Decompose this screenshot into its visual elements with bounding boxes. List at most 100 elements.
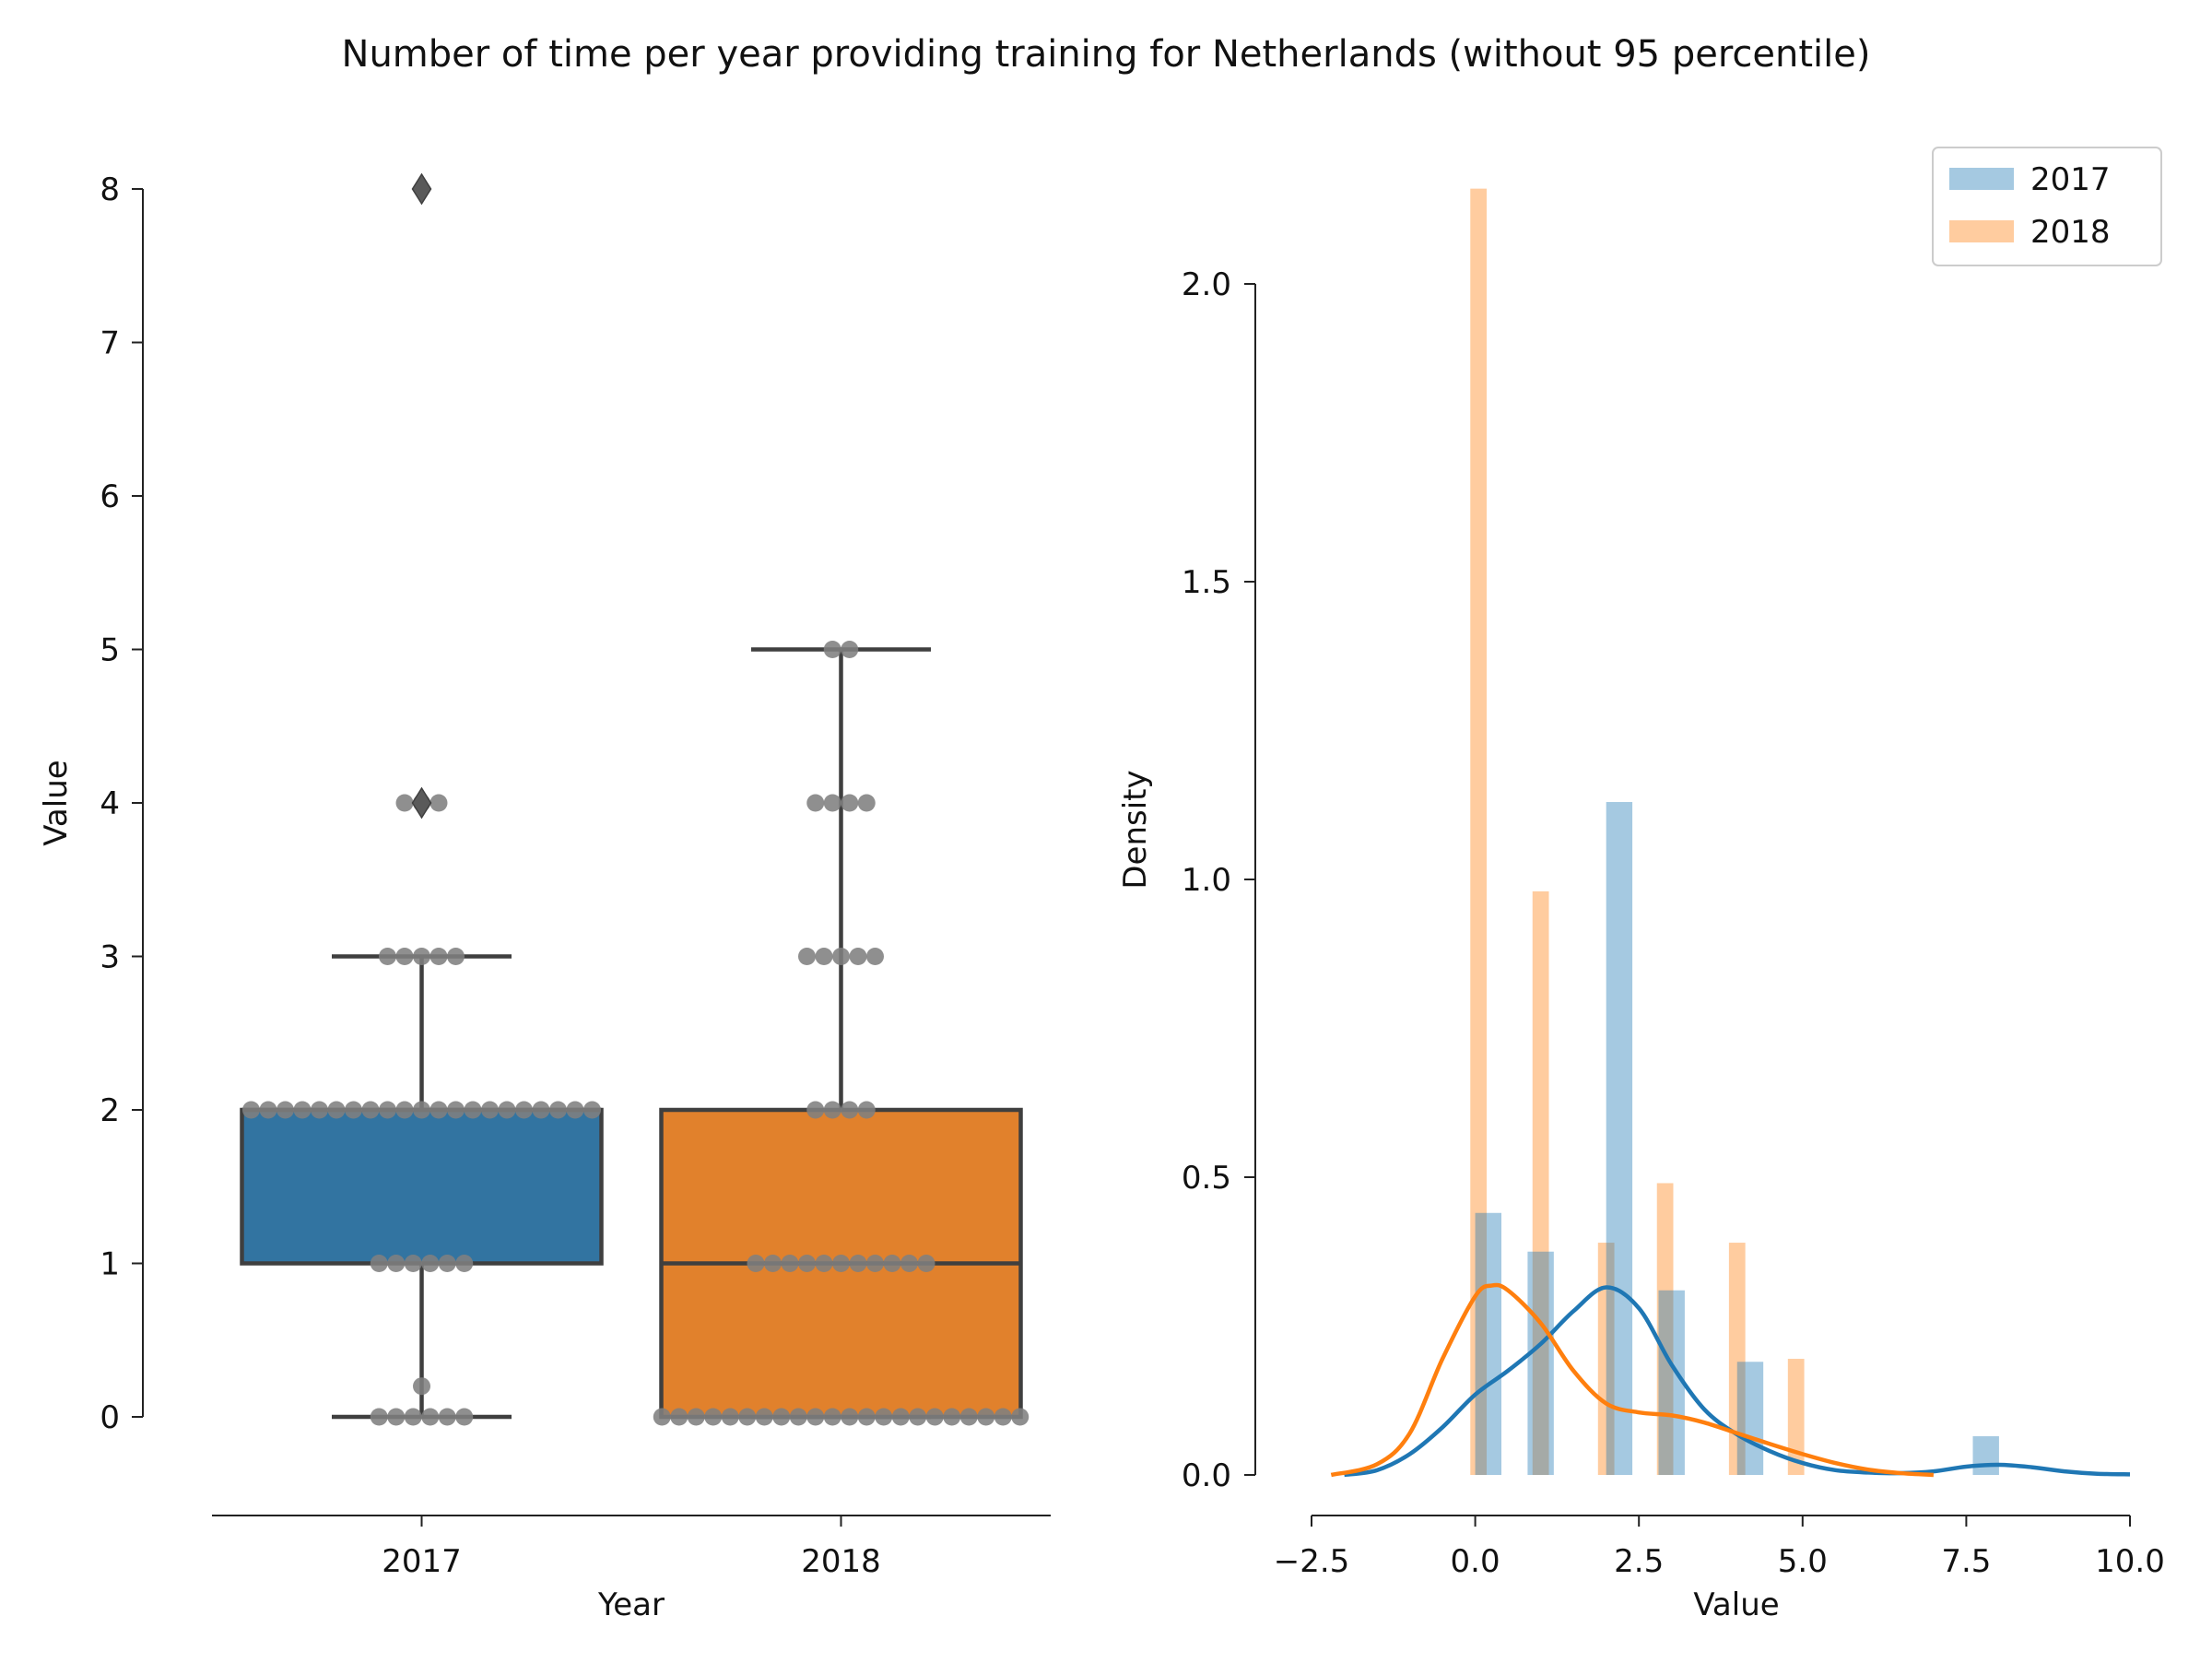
swarm-point-2017: [293, 1101, 312, 1119]
histogram-bar-2017: [1475, 1212, 1502, 1475]
boxplot-y-tick-label: 7: [100, 325, 120, 362]
histogram-y-tick-label: 0.0: [1182, 1457, 1231, 1494]
swarm-point-2018: [653, 1408, 671, 1426]
histogram-panel: 0.0 0.5 1.0 1.5 2.0 −2.5 0.0 2.5 5.0 7.5 10.0 Den…: [1117, 147, 2165, 1623]
swarm-point-2018: [841, 1101, 859, 1119]
box-2017: [240, 954, 604, 1420]
swarm-point-2018: [815, 1255, 833, 1272]
legend-swatch-2017: [1949, 168, 2014, 190]
swarm-point-2017: [447, 1101, 465, 1119]
boxplot-y-tick-label: 4: [100, 785, 120, 822]
boxplot-panel: 0 1 2 3 4 5 6 7 8 2017 2018 Value Year: [38, 171, 1051, 1623]
histogram-x-axis-title: Value: [1693, 1586, 1779, 1623]
swarm-point-2017: [455, 1255, 474, 1272]
swarm-point-2018: [841, 1408, 859, 1426]
legend-label-2018: 2018: [2030, 214, 2111, 251]
swarm-point-2017: [429, 794, 448, 812]
swarm-point-2018: [823, 641, 841, 658]
boxplot-x-tick-label: 2017: [382, 1543, 462, 1580]
swarm-point-2017: [515, 1101, 533, 1119]
swarm-point-2017: [464, 1101, 482, 1119]
swarm-point-2018: [875, 1408, 893, 1426]
swarm-point-2018: [849, 1255, 867, 1272]
swarm-point-2017: [259, 1101, 277, 1119]
swarm-point-2018: [806, 1408, 825, 1426]
swarm-point-2018: [806, 1101, 825, 1119]
swarm-point-2017: [413, 948, 430, 965]
swarm-point-2018: [866, 948, 884, 965]
swarm-point-2018: [925, 1408, 944, 1426]
swarm-point-2018: [755, 1408, 773, 1426]
boxplot-outliers: [411, 172, 432, 820]
histogram-x-tick-label: 10.0: [2095, 1543, 2165, 1580]
swarm-point-2018: [917, 1255, 935, 1272]
swarm-point-2018: [670, 1408, 688, 1426]
histogram-bar-2018: [1597, 1243, 1615, 1475]
boxplot-y-ticks: 0 1 2 3 4 5 6 7 8: [100, 171, 143, 1436]
legend: 2017 2018: [1932, 147, 2162, 266]
swarm-point-2018: [977, 1408, 995, 1426]
swarm-point-2018: [857, 1408, 876, 1426]
swarm-point-2017: [395, 794, 414, 812]
legend-swatch-2018: [1949, 220, 2014, 242]
swarm-point-2017: [421, 1408, 440, 1426]
box-2018: [659, 647, 1023, 1420]
histogram-bar-2018: [1470, 188, 1488, 1475]
boxplot-y-axis-title: Value: [38, 760, 75, 845]
swarm-point-2018: [849, 948, 867, 965]
boxplot-y-tick-label: 2: [100, 1092, 120, 1129]
swarm-point-2018: [900, 1255, 918, 1272]
histogram-x-tick-label: −2.5: [1274, 1543, 1350, 1580]
swarm-point-2017: [404, 1408, 422, 1426]
swarm-point-2018: [959, 1408, 978, 1426]
swarm-point-2018: [823, 1101, 841, 1119]
swarm-point-2018: [841, 641, 859, 658]
legend-label-2017: 2017: [2030, 161, 2111, 198]
swarm-point-2017: [379, 948, 396, 965]
swarm-point-2018: [857, 794, 876, 812]
swarm-point-2018: [815, 948, 833, 965]
swarm-point-2017: [532, 1101, 550, 1119]
histogram-bars: [1470, 188, 1999, 1475]
swarm-point-2018: [704, 1408, 723, 1426]
histogram-bar-2017: [1606, 802, 1633, 1475]
box-body: [240, 1107, 604, 1266]
histogram-bar-2018: [1787, 1359, 1805, 1475]
histogram-bar-2017: [1972, 1436, 1999, 1475]
histogram-y-ticks: 0.0 0.5 1.0 1.5 2.0: [1182, 266, 1255, 1494]
histogram-bar-2018: [1728, 1243, 1746, 1475]
histogram-bar-2017: [1527, 1251, 1554, 1475]
swarm-point-2018: [841, 794, 859, 812]
histogram-bar-2017: [1736, 1362, 1764, 1475]
swarm-point-2017: [413, 1377, 430, 1396]
swarm-point-2017: [404, 1255, 422, 1272]
swarm-point-2017: [370, 1255, 388, 1272]
swarm-point-2018: [738, 1408, 757, 1426]
histogram-y-axis-title: Density: [1117, 770, 1154, 889]
boxplot-x-axis-title: Year: [597, 1586, 665, 1623]
swarm-point-2017: [379, 1101, 396, 1119]
swarm-point-2018: [798, 1255, 816, 1272]
swarm-point-2018: [883, 1255, 901, 1272]
swarm-point-2017: [242, 1101, 260, 1119]
swarm-point-2018: [891, 1408, 910, 1426]
swarm-point-2017: [421, 1255, 440, 1272]
swarm-point-2018: [781, 1255, 799, 1272]
histogram-y-tick-label: 1.0: [1182, 862, 1231, 899]
swarm-point-2018: [806, 794, 825, 812]
histogram-y-tick-label: 2.0: [1182, 266, 1231, 303]
swarm-point-2018: [823, 1408, 841, 1426]
swarm-point-2018: [1011, 1408, 1030, 1426]
histogram-bar-2017: [1658, 1290, 1685, 1475]
swarm-point-2017: [311, 1101, 328, 1119]
boxplot-x-ticks: 2017 2018: [382, 1516, 881, 1580]
histogram-bar-2018: [1656, 1183, 1674, 1475]
swarm-point-2017: [327, 1101, 346, 1119]
figure-title: Number of time per year providing traini…: [342, 33, 1871, 76]
swarm-point-2018: [798, 948, 816, 965]
legend-frame: [1932, 147, 2162, 266]
swarm-point-2017: [455, 1408, 474, 1426]
swarm-point-2017: [583, 1101, 601, 1119]
